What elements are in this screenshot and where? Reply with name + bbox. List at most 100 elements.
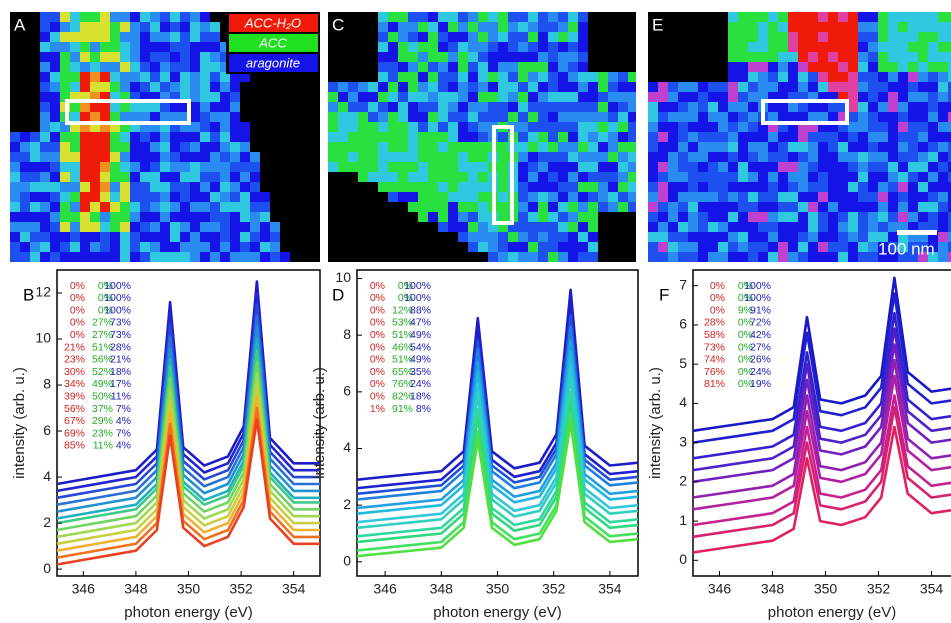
pixel (598, 42, 608, 52)
pixel (338, 182, 348, 192)
pixel (170, 152, 180, 162)
pixel (10, 222, 20, 232)
pixel (918, 172, 928, 182)
pixel (70, 112, 80, 122)
x-tick-label: 352 (229, 581, 253, 597)
y-tick-label: 0 (343, 553, 351, 569)
composition-value: 0% (370, 280, 385, 292)
pixel (120, 142, 130, 152)
pixel (808, 92, 818, 102)
pixel (328, 252, 338, 262)
pixel (368, 152, 378, 162)
pixel (878, 212, 888, 222)
pixel (778, 132, 788, 142)
pixel (888, 82, 898, 92)
pixel (778, 252, 788, 262)
pixel (388, 122, 398, 132)
pixel (548, 142, 558, 152)
pixel (798, 222, 808, 232)
pixel (130, 202, 140, 212)
pixel (648, 12, 658, 22)
composition-value: 24% (750, 366, 771, 378)
pixel (468, 22, 478, 32)
pixel (260, 72, 270, 82)
pixel (338, 242, 348, 252)
pixel (418, 152, 428, 162)
pixel (528, 162, 538, 172)
spectrum-line (692, 406, 951, 539)
x-tick-label: 348 (430, 581, 454, 597)
pixel (548, 232, 558, 242)
pixel (170, 82, 180, 92)
pixel (888, 162, 898, 172)
pixel (748, 122, 758, 132)
pixel (200, 192, 210, 202)
pixel (90, 102, 100, 112)
pixel (80, 12, 90, 22)
pixel (698, 72, 708, 82)
pixel (180, 122, 190, 132)
pixel (300, 142, 310, 152)
pixel (358, 242, 368, 252)
pixel (908, 92, 918, 102)
pixel (818, 152, 828, 162)
pixel (180, 222, 190, 232)
pixel (328, 32, 338, 42)
composition-value: 74% (704, 354, 725, 366)
pixel (408, 122, 418, 132)
pixel (898, 12, 908, 22)
pixel (110, 252, 120, 262)
pixel (888, 102, 898, 112)
pixel (748, 202, 758, 212)
pixel (668, 92, 678, 102)
pixel (140, 182, 150, 192)
pixel (130, 22, 140, 32)
pixel (518, 132, 528, 142)
pixel (568, 32, 578, 42)
pixel (818, 172, 828, 182)
pixel (878, 202, 888, 212)
pixel (120, 212, 130, 222)
pixel (310, 162, 320, 172)
pixel (230, 252, 240, 262)
pixel (588, 22, 598, 32)
pixel (290, 252, 300, 262)
pixel (658, 12, 668, 22)
pixel (358, 192, 368, 202)
composition-value: 0% (370, 304, 385, 316)
pixel (538, 182, 548, 192)
pixel (100, 202, 110, 212)
pixel (368, 222, 378, 232)
pixel (798, 82, 808, 92)
pixel (190, 192, 200, 202)
pixel (928, 52, 938, 62)
pixel (478, 162, 488, 172)
pixel (588, 52, 598, 62)
pixel (748, 22, 758, 32)
pixel (538, 232, 548, 242)
pixel (948, 22, 951, 32)
pixel (418, 92, 428, 102)
pixel (688, 182, 698, 192)
pixel (220, 152, 230, 162)
pixel (408, 152, 418, 162)
pixel (908, 222, 918, 232)
pixel (70, 42, 80, 52)
pixel (688, 202, 698, 212)
pixel (828, 212, 838, 222)
pixel (718, 162, 728, 172)
pixel (40, 192, 50, 202)
pixel (948, 182, 951, 192)
pixel (438, 82, 448, 92)
composition-value: 100% (404, 292, 431, 304)
pixel (438, 222, 448, 232)
pixel (618, 12, 628, 22)
pixel (200, 132, 210, 142)
pixel (688, 222, 698, 232)
pixel (150, 42, 160, 52)
composition-value: 51% (392, 329, 413, 341)
pixel (418, 102, 428, 112)
pixel (828, 82, 838, 92)
pixel (438, 92, 448, 102)
pixel (718, 152, 728, 162)
